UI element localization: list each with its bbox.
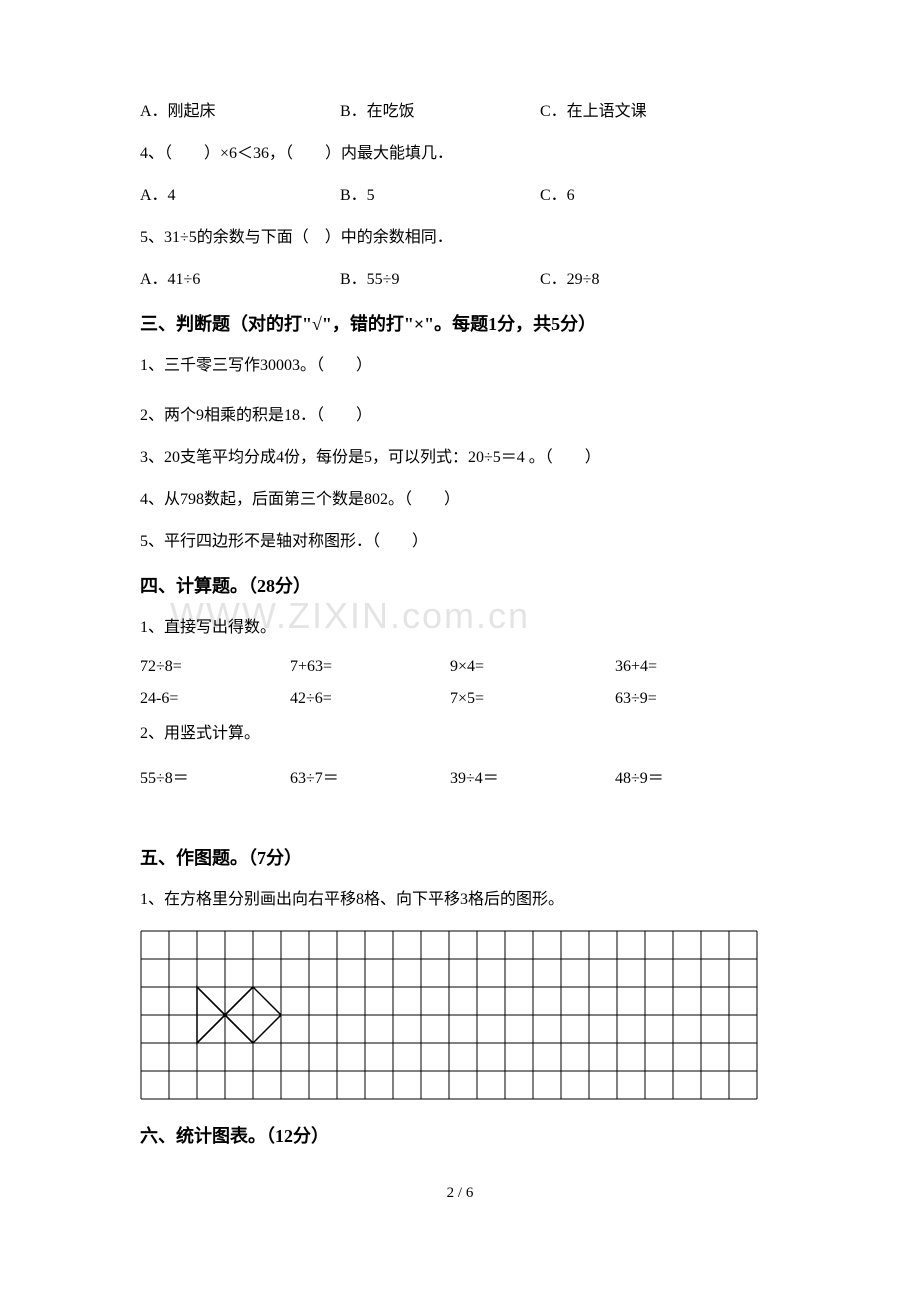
calc-r2-c3: 7×5=: [450, 690, 615, 708]
q5-choice-c: C．29÷8: [540, 268, 740, 292]
q3-choice-a: A．刚起床: [140, 100, 340, 124]
calc-row-1: 72÷8= 7+63= 9×4= 36+4=: [140, 658, 780, 676]
section4-sub2: 2、用竖式计算。: [140, 722, 780, 746]
section5-title: 五、作图题。（7分）: [140, 844, 780, 870]
section3-title: 三、判断题（对的打"√"，错的打"×"。每题1分，共5分）: [140, 310, 780, 336]
q5-choice-b: B．55÷9: [340, 268, 540, 292]
page-number: 2 / 6: [447, 1185, 474, 1202]
section3-q2: 2、两个9相乘的积是18．（ ）: [140, 404, 780, 428]
section5-q1: 1、在方格里分别画出向右平移8格、向下平移3格后的图形。: [140, 888, 780, 912]
calc-row-3: 55÷8＝ 63÷7＝ 39÷4＝ 48÷9＝: [140, 764, 780, 788]
q5-choice-a: A．41÷6: [140, 268, 340, 292]
q4-choice-b: B．5: [340, 184, 540, 208]
grid-figure: [140, 930, 780, 1100]
q4-choices-row: A．4 B．5 C．6: [140, 184, 780, 208]
q4-choice-a: A．4: [140, 184, 340, 208]
q5-text: 5、31÷5的余数与下面（ ）中的余数相同．: [140, 226, 780, 250]
q5-choices-row: A．41÷6 B．55÷9 C．29÷8: [140, 268, 780, 292]
calc-r2-c2: 42÷6=: [290, 690, 450, 708]
calc-r1-c1: 72÷8=: [140, 658, 290, 676]
calc-r1-c4: 36+4=: [615, 658, 735, 676]
calc-r3-c2: 63÷7＝: [290, 764, 450, 788]
section3-q4: 4、从798数起，后面第三个数是802。（ ）: [140, 488, 780, 512]
calc-row-2: 24-6= 42÷6= 7×5= 63÷9=: [140, 690, 780, 708]
calc-r3-c1: 55÷8＝: [140, 764, 290, 788]
section4-sub1: 1、直接写出得数。: [140, 616, 780, 640]
q4-text: 4、（ ）×6＜36，（ ）内最大能填几．: [140, 142, 780, 166]
section4-title: 四、计算题。（28分）: [140, 572, 780, 598]
calc-r1-c3: 9×4=: [450, 658, 615, 676]
calc-r3-c4: 48÷9＝: [615, 764, 735, 788]
section3-q1: 1、三千零三写作30003。（ ）: [140, 354, 780, 378]
spacer: [140, 802, 780, 838]
q3-choice-b: B．在吃饭: [340, 100, 540, 124]
calc-r2-c4: 63÷9=: [615, 690, 735, 708]
calc-r1-c2: 7+63=: [290, 658, 450, 676]
calc-r2-c1: 24-6=: [140, 690, 290, 708]
q3-choices-row: A．刚起床 B．在吃饭 C．在上语文课: [140, 100, 780, 124]
section3-q5: 5、平行四边形不是轴对称图形．（ ）: [140, 530, 780, 554]
q3-choice-c: C．在上语文课: [540, 100, 740, 124]
section3-q3: 3、20支笔平均分成4份，每份是5，可以列式：20÷5＝4 。（ ）: [140, 446, 780, 470]
main-content: A．刚起床 B．在吃饭 C．在上语文课 4、（ ）×6＜36，（ ）内最大能填几…: [140, 100, 780, 1148]
grid-svg: [140, 930, 758, 1100]
section6-title: 六、统计图表。（12分）: [140, 1122, 780, 1148]
calc-r3-c3: 39÷4＝: [450, 764, 615, 788]
q4-choice-c: C．6: [540, 184, 740, 208]
